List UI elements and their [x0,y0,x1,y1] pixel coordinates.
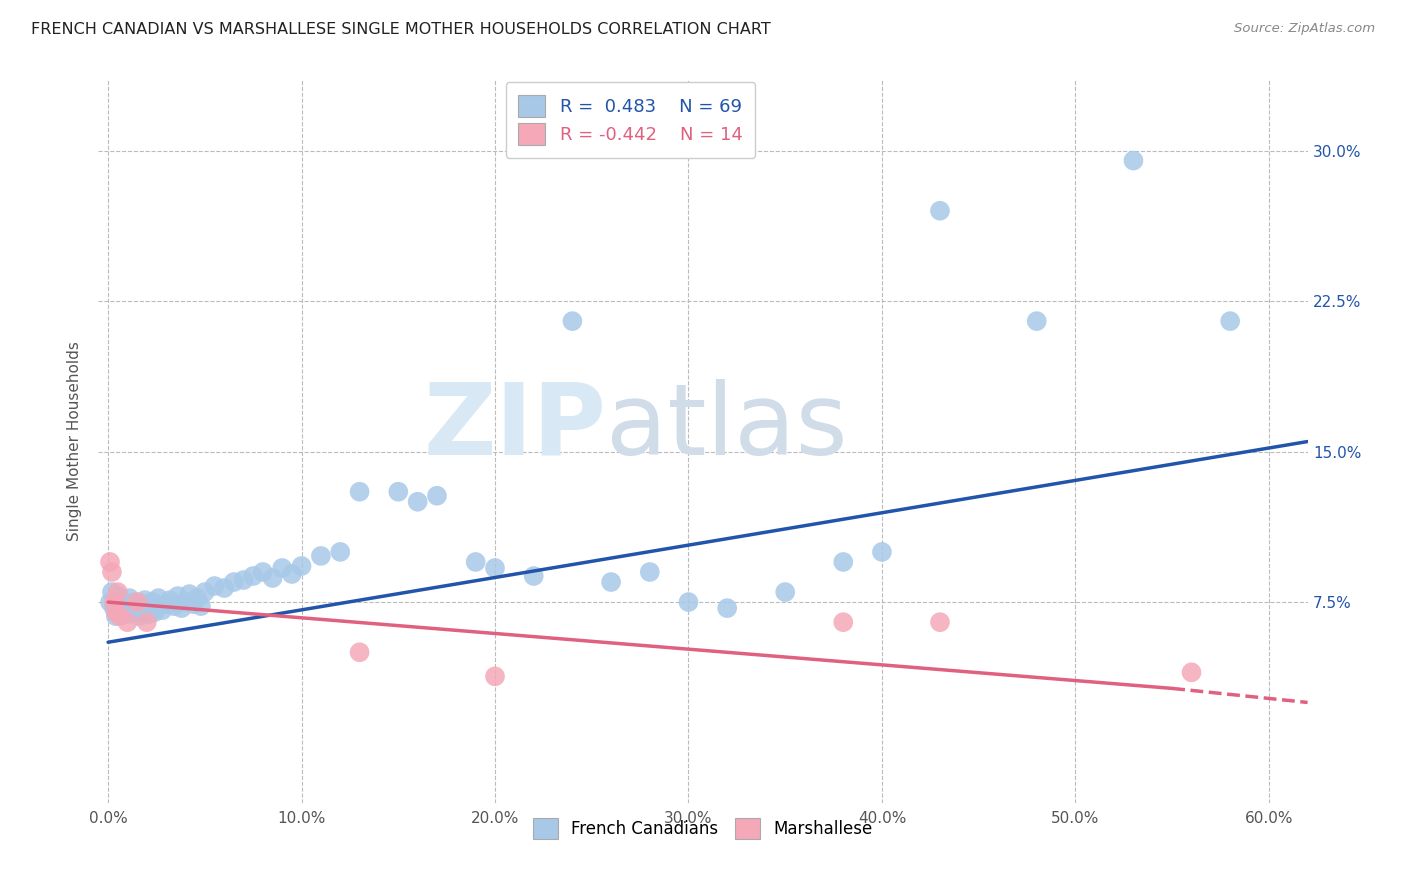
Point [159,593,181,607]
Point [600,575,623,590]
Point [329,545,352,559]
Point [107,589,129,603]
Point [132,605,155,619]
Point [148,591,170,606]
Point [222,575,245,590]
Text: FRENCH CANADIAN VS MARSHALLESE SINGLE MOTHER HOUSEHOLDS CORRELATION CHART: FRENCH CANADIAN VS MARSHALLESE SINGLE MO… [31,22,770,37]
Point [181,597,204,611]
Point [242,569,264,583]
Point [561,314,583,328]
Point [111,593,134,607]
Point [118,591,141,606]
Legend: French Canadians, Marshallese: French Canadians, Marshallese [523,808,883,848]
Point [135,615,157,630]
Point [108,609,131,624]
Point [135,599,157,614]
Point [309,549,332,563]
Point [108,599,131,614]
Point [1122,153,1144,168]
Point [174,595,197,609]
Point [387,484,409,499]
Point [163,599,186,614]
Point [145,599,167,614]
Point [134,593,156,607]
Point [204,579,226,593]
Point [832,615,855,630]
Point [127,595,149,609]
Point [252,565,274,579]
Point [104,609,127,624]
Point [773,585,796,599]
Point [281,567,304,582]
Text: Source: ZipAtlas.com: Source: ZipAtlas.com [1234,22,1375,36]
Point [271,561,294,575]
Point [194,585,217,599]
Point [523,569,546,583]
Point [103,601,125,615]
Point [484,669,506,683]
Point [179,587,201,601]
Point [120,599,142,614]
Point [114,597,136,611]
Point [929,203,952,218]
Text: atlas: atlas [606,378,848,475]
Point [212,581,235,595]
Point [107,585,129,599]
Point [166,589,188,603]
Point [1025,314,1047,328]
Point [186,591,208,606]
Point [232,573,254,587]
Point [117,615,139,630]
Point [139,601,162,615]
Point [870,545,893,559]
Point [101,565,124,579]
Point [142,595,165,609]
Point [129,597,152,611]
Point [1180,665,1202,680]
Point [190,599,212,614]
Point [112,603,135,617]
Point [101,585,124,599]
Point [150,603,173,617]
Point [143,605,166,619]
Point [832,555,855,569]
Point [426,489,449,503]
Point [484,561,506,575]
Point [98,555,121,569]
Point [170,601,193,615]
Point [262,571,284,585]
Point [638,565,661,579]
Point [290,558,312,574]
Point [929,615,952,630]
Point [155,597,177,611]
Point [716,601,738,615]
Text: ZIP: ZIP [423,378,606,475]
Y-axis label: Single Mother Households: Single Mother Households [67,342,83,541]
Point [406,494,429,508]
Point [1219,314,1241,328]
Point [464,555,486,569]
Point [104,605,127,619]
Point [98,595,121,609]
Point [124,595,146,609]
Point [117,607,139,622]
Point [349,645,371,659]
Point [127,601,149,615]
Point [349,484,371,499]
Point [122,605,145,619]
Point [138,607,160,622]
Point [103,595,125,609]
Point [678,595,700,609]
Point [128,609,150,624]
